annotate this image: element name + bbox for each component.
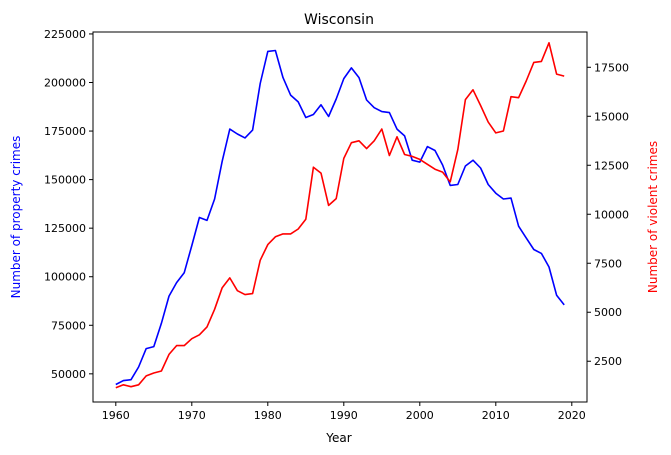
y-left-tick-label: 175000 bbox=[44, 125, 86, 138]
y-right-tick-label: 7500 bbox=[594, 257, 622, 270]
y-left-tick-label: 225000 bbox=[44, 28, 86, 41]
y-right-tick-label: 12500 bbox=[594, 159, 629, 172]
plot-frame bbox=[92, 31, 588, 403]
y-axis-left: 50000 75000 100000 125000 150000 175000 200000… bbox=[44, 28, 93, 381]
y-right-tick-label: 10000 bbox=[594, 208, 629, 221]
y-right-tick-label: 5000 bbox=[594, 306, 622, 319]
x-tick-label: 2000 bbox=[406, 409, 434, 422]
series-line-property-crimes bbox=[115, 49, 565, 386]
plot-area bbox=[92, 31, 588, 403]
x-tick-label: 1970 bbox=[178, 409, 206, 422]
x-tick-label: 1990 bbox=[330, 409, 358, 422]
x-tick-label: 2020 bbox=[558, 409, 586, 422]
x-tick-label: 1980 bbox=[254, 409, 282, 422]
chart-title: Wisconsin bbox=[304, 12, 374, 28]
y-axis-right: 2500 5000 7500 10000 12500 15000 17500 bbox=[587, 61, 629, 368]
data-lines bbox=[115, 41, 565, 389]
y-left-tick-label: 100000 bbox=[44, 271, 86, 284]
y-right-tick-label: 17500 bbox=[594, 61, 629, 74]
y-axis-label-left: Number of property crimes bbox=[9, 136, 23, 299]
y-left-tick-label: 50000 bbox=[51, 368, 86, 381]
y-left-tick-label: 125000 bbox=[44, 222, 86, 235]
y-left-tick-label: 200000 bbox=[44, 76, 86, 89]
x-tick-label: 1960 bbox=[102, 409, 130, 422]
x-tick-label: 2010 bbox=[482, 409, 510, 422]
y-right-tick-label: 15000 bbox=[594, 110, 629, 123]
y-left-tick-label: 150000 bbox=[44, 174, 86, 187]
y-left-tick-label: 75000 bbox=[51, 319, 86, 332]
x-axis-label: Year bbox=[325, 431, 351, 445]
y-right-tick-label: 2500 bbox=[594, 355, 622, 368]
x-axis: 1960 1970 1980 1990 2000 2010 2020 bbox=[102, 402, 586, 422]
y-axis-label-right: Number of violent crimes bbox=[646, 141, 660, 293]
series-line-violent-crimes bbox=[115, 41, 565, 389]
